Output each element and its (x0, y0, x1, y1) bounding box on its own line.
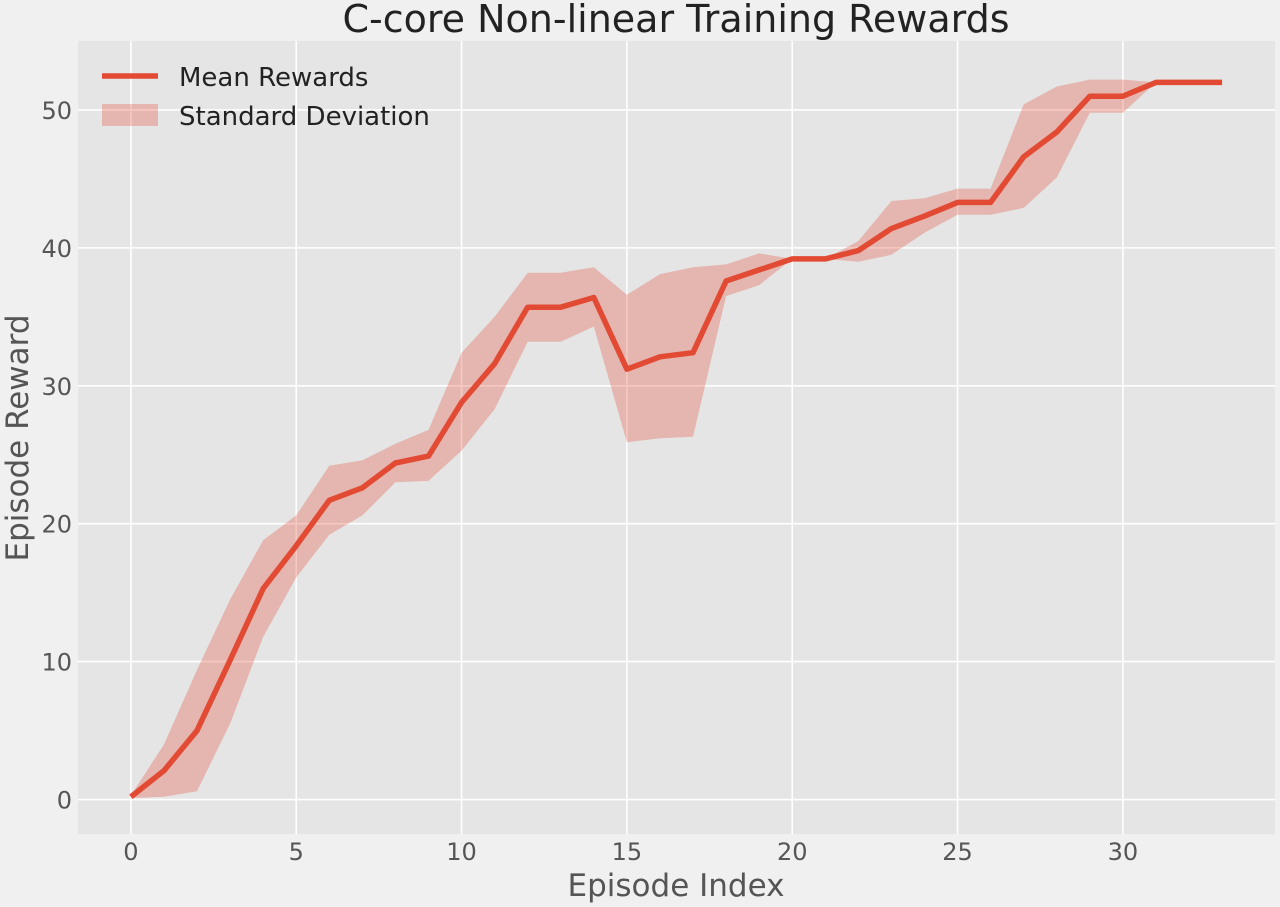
legend-label-mean: Mean Rewards (179, 63, 368, 93)
legend: Mean Rewards Standard Deviation (102, 63, 430, 132)
y-tick-label: 30 (41, 373, 72, 401)
y-tick-label: 20 (41, 511, 72, 539)
x-tick-label: 25 (942, 838, 973, 866)
y-tick-label: 50 (41, 97, 72, 125)
x-tick-label: 30 (1108, 838, 1139, 866)
chart-title: C-core Non-linear Training Rewards (342, 0, 1009, 41)
x-tick-label: 5 (289, 838, 304, 866)
grid-lines (78, 41, 1275, 834)
x-tick-label: 0 (123, 838, 138, 866)
x-tick-labels: 0 5 10 15 20 25 30 (123, 838, 1138, 866)
x-tick-label: 15 (612, 838, 643, 866)
x-tick-label: 20 (777, 838, 808, 866)
mean-rewards-line (129, 79, 1223, 799)
y-tick-label: 10 (41, 649, 72, 677)
x-axis-label: Episode Index (568, 868, 785, 904)
y-tick-label: 0 (57, 787, 72, 815)
y-axis-label: Episode Reward (0, 314, 36, 561)
legend-label-std: Standard Deviation (179, 102, 430, 132)
plot-area (78, 41, 1275, 834)
y-tick-labels: 0 10 20 30 40 50 (41, 97, 72, 815)
x-tick-label: 10 (446, 838, 477, 866)
mean-line-layer (129, 79, 1223, 799)
legend-band-swatch (102, 104, 158, 126)
y-tick-label: 40 (41, 235, 72, 263)
